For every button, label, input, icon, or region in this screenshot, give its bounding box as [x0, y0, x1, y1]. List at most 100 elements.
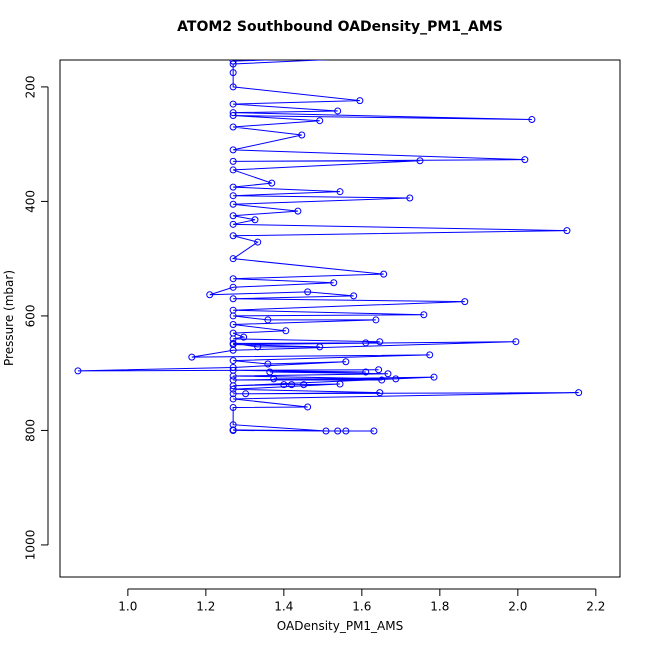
- data-point: [268, 179, 276, 187]
- data-point: [416, 157, 424, 165]
- data-point: [242, 390, 250, 398]
- data-point: [380, 270, 388, 278]
- data-point: [430, 373, 438, 381]
- data-point: [336, 188, 344, 196]
- data-point: [342, 427, 350, 435]
- data-point: [229, 357, 237, 365]
- x-tick-label: 2.0: [508, 600, 527, 614]
- data-point: [229, 306, 237, 314]
- plot-frame: [59, 59, 621, 578]
- data-point: [254, 238, 262, 246]
- data-point: [384, 370, 392, 378]
- data-point: [392, 375, 400, 383]
- data-point: [229, 275, 237, 283]
- y-tick-label: 1000: [24, 530, 38, 561]
- data-point: [356, 97, 364, 105]
- data-point: [229, 329, 237, 337]
- data-point: [461, 298, 469, 306]
- data-point: [288, 381, 296, 389]
- data-point: [334, 427, 342, 435]
- chart-title: ATOM2 Southbound OADensity_PM1_AMS: [177, 19, 503, 35]
- data-point: [342, 358, 350, 366]
- data-point: [229, 157, 237, 165]
- y-tick-label: 800: [24, 419, 38, 442]
- data-point: [229, 321, 237, 329]
- data-point: [229, 146, 237, 154]
- x-axis-label: OADensity_PM1_AMS: [277, 619, 403, 633]
- data-point: [316, 117, 324, 125]
- data-point: [229, 376, 237, 384]
- y-axis-label: Pressure (mbar): [2, 270, 16, 366]
- data-point: [362, 368, 370, 376]
- data-point: [229, 283, 237, 291]
- plot-area: [74, 60, 583, 435]
- data-point: [575, 389, 583, 397]
- data-point: [563, 227, 571, 235]
- y-tick-label: 200: [24, 75, 38, 98]
- data-point: [229, 232, 237, 240]
- y-tick-label: 600: [24, 304, 38, 327]
- data-point: [229, 212, 237, 220]
- data-point: [280, 381, 288, 389]
- data-point: [528, 116, 536, 124]
- data-point: [362, 339, 370, 347]
- data-point: [229, 395, 237, 403]
- x-tick-label: 1.4: [274, 600, 293, 614]
- data-point: [229, 255, 237, 263]
- x-tick-label: 1.8: [430, 600, 449, 614]
- data-point: [300, 381, 308, 389]
- data-point: [229, 404, 237, 412]
- data-point: [206, 291, 214, 299]
- data-point: [298, 131, 306, 139]
- data-point: [229, 339, 237, 347]
- y-tick-label: 400: [24, 190, 38, 213]
- x-tick-label: 2.2: [586, 600, 605, 614]
- data-point: [251, 216, 259, 224]
- x-tick-label: 1.0: [118, 600, 137, 614]
- data-point: [74, 367, 82, 375]
- data-point: [521, 156, 529, 164]
- data-point: [378, 376, 386, 384]
- data-point: [229, 83, 237, 91]
- data-point: [229, 183, 237, 191]
- data-point: [229, 220, 237, 228]
- data-point: [266, 368, 274, 376]
- data-point: [229, 390, 237, 398]
- data-point: [254, 343, 262, 351]
- data-point: [229, 421, 237, 429]
- data-point: [229, 166, 237, 174]
- data-point: [304, 403, 312, 411]
- data-point: [376, 338, 384, 346]
- data-point: [322, 427, 330, 435]
- data-point: [294, 207, 302, 215]
- data-point: [336, 380, 344, 388]
- data-point: [229, 366, 237, 374]
- data-point: [304, 288, 312, 296]
- data-point: [264, 316, 272, 324]
- x-tick-label: 1.6: [352, 600, 371, 614]
- data-point: [420, 311, 428, 319]
- data-point: [316, 343, 324, 351]
- data-point: [370, 427, 378, 435]
- data-point: [229, 60, 237, 68]
- data-point: [229, 385, 237, 393]
- data-point: [270, 375, 278, 383]
- data-point: [229, 200, 237, 208]
- data-point: [229, 123, 237, 131]
- data-point: [188, 353, 196, 361]
- data-point: [350, 292, 358, 300]
- data-point: [512, 338, 520, 346]
- data-point: [376, 389, 384, 397]
- data-point: [229, 112, 237, 120]
- data-point: [240, 333, 248, 341]
- data-point: [282, 327, 290, 335]
- data-point: [406, 194, 414, 202]
- data-point: [229, 109, 237, 117]
- data-point: [229, 60, 237, 65]
- data-point: [426, 351, 434, 359]
- data-point: [229, 69, 237, 77]
- data-point: [372, 316, 380, 324]
- data-point: [229, 363, 237, 371]
